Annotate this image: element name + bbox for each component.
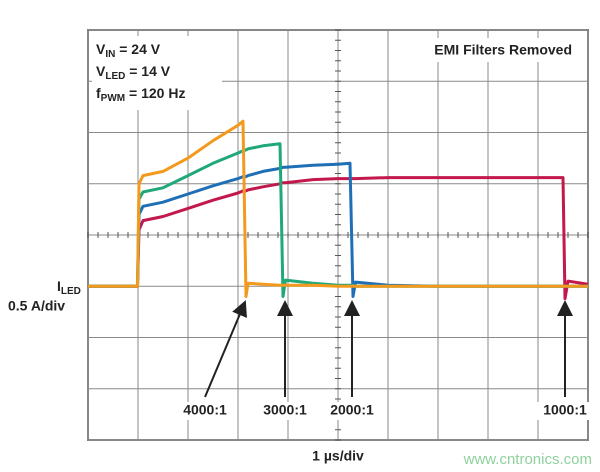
annotation-bg bbox=[324, 402, 380, 420]
x-label: 1 µs/div bbox=[312, 448, 364, 464]
condition-value: = 120 Hz bbox=[125, 85, 185, 101]
conditions-box bbox=[92, 36, 222, 110]
grid bbox=[87, 29, 589, 441]
y-scale: 0.5 A/div bbox=[8, 298, 65, 314]
annotation-bg bbox=[257, 402, 313, 420]
annotation-bg bbox=[177, 402, 233, 420]
annotation: 4000:1 bbox=[183, 402, 227, 418]
condition-subscript: PWM bbox=[101, 93, 125, 104]
annotation: 2000:1 bbox=[330, 402, 374, 418]
condition-subscript: LED bbox=[105, 71, 125, 82]
y-label-symbol: I bbox=[57, 278, 61, 294]
traces bbox=[88, 119, 589, 301]
title-box bbox=[395, 38, 583, 62]
annotations: 4000:1 3000:1 2000:1 1000:1 bbox=[177, 300, 593, 420]
condition-symbol: V bbox=[96, 63, 106, 79]
y-label: ILED bbox=[57, 278, 81, 297]
watermark: www.cntronics.com bbox=[463, 451, 592, 468]
condition-value: = 14 V bbox=[125, 63, 170, 79]
annotation: 1000:1 bbox=[543, 402, 587, 418]
trace bbox=[88, 176, 589, 301]
condition-symbol: V bbox=[96, 41, 106, 57]
y-label-subscript: LED bbox=[61, 286, 81, 297]
condition: VIN = 24 V bbox=[96, 41, 161, 60]
trace bbox=[88, 119, 588, 298]
condition-subscript: IN bbox=[105, 49, 115, 60]
condition-value: = 24 V bbox=[115, 41, 160, 57]
condition-symbol: f bbox=[96, 85, 101, 101]
annotation-arrow bbox=[204, 300, 247, 398]
condition: VLED = 14 V bbox=[96, 63, 171, 82]
annotation: 3000:1 bbox=[263, 402, 307, 418]
annotation-bg bbox=[537, 402, 593, 420]
chart-title: EMI Filters Removed bbox=[434, 42, 572, 58]
condition: fPWM = 120 Hz bbox=[96, 85, 185, 104]
